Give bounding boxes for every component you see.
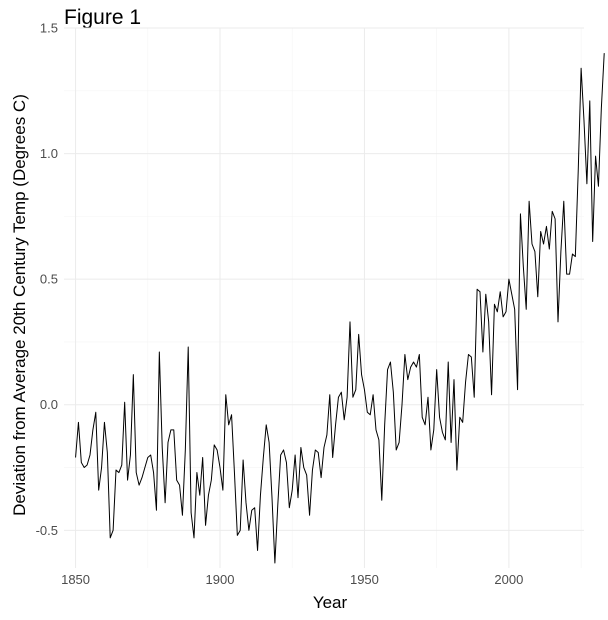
y-axis-title: Deviation from Average 20th Century Temp… xyxy=(10,94,29,516)
y-tick-label: 0.5 xyxy=(40,272,58,287)
x-axis-title: Year xyxy=(313,593,348,612)
series-layer xyxy=(75,53,605,564)
x-axis-ticks: 1850 1900 1950 2000 xyxy=(61,572,523,587)
y-tick-label: -0.5 xyxy=(36,523,58,538)
x-tick-label: 1850 xyxy=(61,572,90,587)
series-line xyxy=(75,53,605,564)
y-axis-ticks: -0.5 0.0 0.5 1.0 1.5 xyxy=(36,21,58,538)
y-tick-label: 1.5 xyxy=(40,21,58,36)
y-tick-label: 1.0 xyxy=(40,146,58,161)
y-tick-label: 0.0 xyxy=(40,397,58,412)
minor-gridlines xyxy=(64,28,584,568)
major-gridlines xyxy=(64,27,584,568)
chart-title: Figure 1 xyxy=(64,6,142,29)
x-tick-label: 1950 xyxy=(350,572,379,587)
x-tick-label: 2000 xyxy=(494,572,523,587)
x-tick-label: 1900 xyxy=(206,572,235,587)
